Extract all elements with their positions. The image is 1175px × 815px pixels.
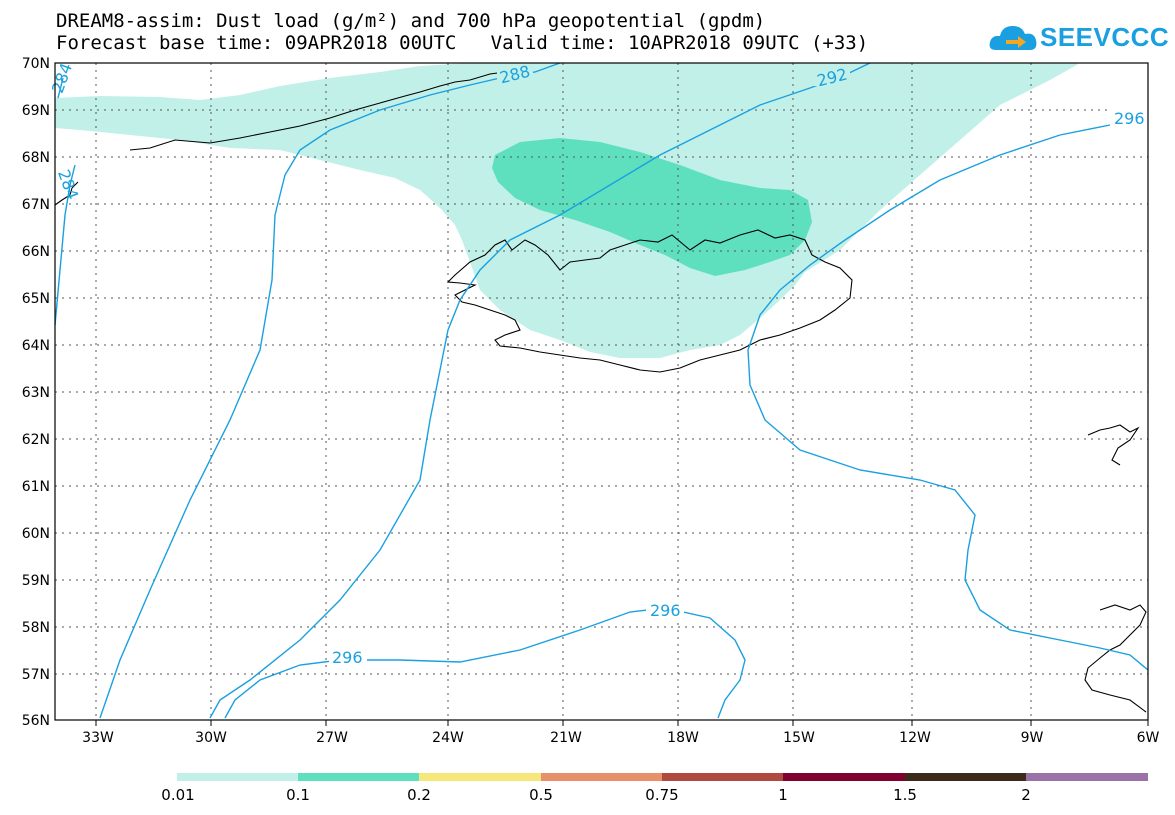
lat-label: 66N [22, 244, 50, 260]
colorbar-label: 0.1 [286, 786, 310, 804]
longitude-labels: 33W 30W 27W 24W 21W 18W 15W 12W 9W 6W [82, 730, 1159, 746]
contour-284-a [57, 77, 64, 99]
lon-label: 15W [783, 730, 815, 746]
lon-label: 21W [550, 730, 582, 746]
lat-label: 69N [22, 103, 50, 119]
lat-label: 68N [22, 150, 50, 166]
map-frame [54, 62, 1149, 721]
contour-296-south [224, 607, 746, 719]
lat-label: 64N [22, 338, 50, 354]
colorbar-label: 0.01 [161, 786, 194, 804]
contour-label-284-left: 284 [54, 167, 82, 202]
greenland-west-coast [54, 181, 79, 206]
colorbar-label: 0.75 [645, 786, 678, 804]
lat-label: 61N [22, 479, 50, 495]
lat-label: 63N [22, 385, 50, 401]
colorbar-swatch-0 [177, 773, 298, 781]
lon-label: 12W [899, 730, 931, 746]
coastlines [54, 71, 1147, 713]
lon-label: 24W [432, 730, 464, 746]
lat-label: 65N [22, 291, 50, 307]
scotland-coast [1084, 604, 1147, 713]
contour-label-296-south: 296 [650, 601, 681, 620]
cloud-arrow-icon [989, 26, 1037, 50]
colorbar-swatch-2 [419, 773, 541, 781]
lat-label: 58N [22, 620, 50, 636]
dust-area-mid [492, 138, 812, 276]
lon-label: 30W [195, 730, 227, 746]
lat-label: 57N [22, 667, 50, 683]
colorbar-label: 2 [1021, 786, 1031, 804]
colorbar-label: 0.2 [407, 786, 431, 804]
lat-label: 60N [22, 526, 50, 542]
contour-label-group: 288 292 296 296 296 284 284 [48, 60, 1148, 667]
lat-label: 56N [22, 713, 50, 729]
logo-wordmark: SEEVCCC [1040, 22, 1170, 52]
contour-label-284-top: 284 [48, 60, 76, 95]
colorbar-label: 1.5 [893, 786, 917, 804]
contour-288 [99, 62, 561, 719]
colorbar-swatch-5 [783, 773, 905, 781]
lat-label: 59N [22, 573, 50, 589]
lon-label: 33W [82, 730, 114, 746]
colorbar-label: 1 [778, 786, 788, 804]
contour-284-b [54, 164, 76, 326]
lat-label: 70N [22, 56, 50, 72]
lon-label: 9W [1021, 730, 1044, 746]
colorbar-swatch-6 [905, 773, 1026, 781]
colorbar-swatch-3 [541, 773, 662, 781]
lat-label: 67N [22, 197, 50, 213]
colorbar-swatch-7 [1026, 773, 1148, 781]
contour-label-296-west: 296 [332, 648, 363, 667]
faroe-coast [1087, 424, 1140, 466]
axis-ticks [95, 720, 1149, 726]
contour-label-296-east: 296 [1114, 109, 1145, 128]
colorbar-swatch-1 [298, 773, 419, 781]
map-title: DREAM8-assim: Dust load (g/m²) and 700 h… [56, 10, 766, 32]
lat-label: 62N [22, 432, 50, 448]
graticule [55, 63, 1148, 720]
colorbar: 0.01 0.1 0.2 0.5 0.75 1 1.5 2 [161, 773, 1148, 804]
map-subtitle: Forecast base time: 09APR2018 00UTC Vali… [56, 32, 869, 54]
lon-label: 27W [316, 730, 348, 746]
latitude-labels: 70N 69N 68N 67N 66N 65N 64N 63N 62N 61N … [22, 56, 50, 729]
contour-292 [209, 62, 871, 719]
colorbar-swatch-4 [662, 773, 783, 781]
colorbar-label: 0.5 [529, 786, 553, 804]
geopotential-contours [54, 62, 1149, 719]
greenland-coast [129, 71, 506, 151]
lon-label: 18W [667, 730, 699, 746]
iceland-coast [446, 229, 853, 373]
contour-296-east [747, 116, 1149, 671]
lon-label: 6W [1137, 730, 1160, 746]
